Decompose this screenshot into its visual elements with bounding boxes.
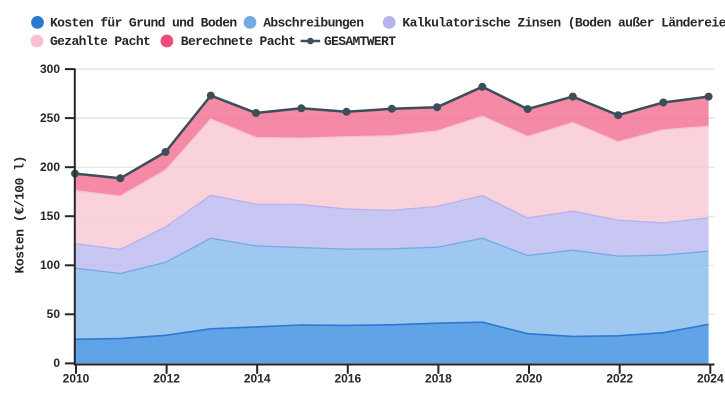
svg-text:2022: 2022 [606,372,633,386]
svg-text:2014: 2014 [244,372,271,386]
svg-text:2012: 2012 [153,372,180,386]
svg-text:2016: 2016 [334,372,361,386]
svg-text:300: 300 [40,62,60,76]
svg-text:2020: 2020 [516,372,543,386]
svg-text:0: 0 [53,356,60,370]
svg-text:100: 100 [40,258,60,272]
svg-text:2010: 2010 [63,372,90,386]
svg-text:GESAMTWERT: GESAMTWERT [324,34,396,49]
svg-text:Abschreibungen: Abschreibungen [263,16,364,31]
svg-text:2024: 2024 [697,372,724,386]
svg-text:Gezahlte Pacht: Gezahlte Pacht [50,34,151,49]
svg-text:Kosten für Grund und Boden: Kosten für Grund und Boden [50,16,237,31]
svg-text:2018: 2018 [425,372,452,386]
svg-text:50: 50 [47,307,61,321]
svg-text:150: 150 [40,209,60,223]
svg-text:250: 250 [40,111,60,125]
svg-text:200: 200 [40,160,60,174]
svg-text:Berechnete Pacht: Berechnete Pacht [181,34,296,49]
svg-text:Kosten (€/100 l): Kosten (€/100 l) [13,156,28,274]
svg-text:Kalkulatorische Zinsen (Boden: Kalkulatorische Zinsen (Boden außer Länd… [402,16,725,31]
